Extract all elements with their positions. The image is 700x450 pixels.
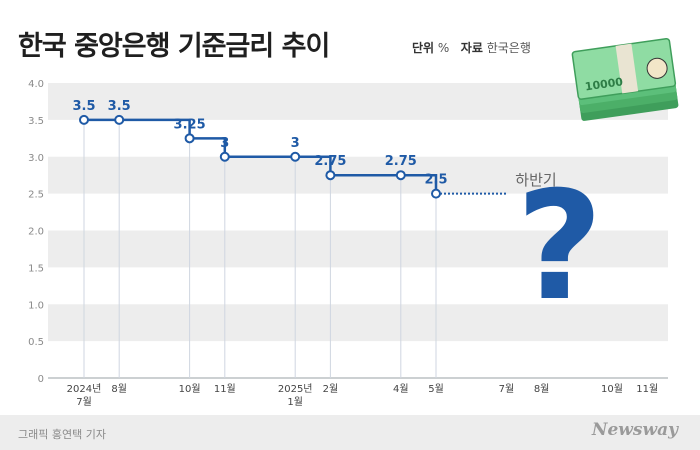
- x-tick-label: 10월: [179, 383, 201, 395]
- y-tick-label: 0: [38, 374, 44, 385]
- data-label: 3: [220, 136, 229, 151]
- x-tick-label: 5월: [428, 383, 444, 395]
- data-label: 3: [291, 136, 300, 151]
- data-label: 2.5: [424, 173, 447, 188]
- forecast-label: 하반기: [515, 171, 556, 189]
- x-tick-label: 11월: [636, 383, 658, 395]
- y-tick-label: 3.5: [28, 116, 44, 127]
- data-label: 3.25: [174, 117, 206, 132]
- x-tick-label: 2025년: [278, 383, 313, 395]
- y-tick-label: 4.0: [28, 79, 44, 90]
- y-tick-label: 1.0: [28, 300, 44, 311]
- grid-band: [48, 304, 668, 342]
- footer-band: [0, 415, 700, 450]
- unit-value: %: [437, 41, 450, 55]
- data-point: [114, 114, 125, 125]
- rate-step-line: [84, 118, 438, 194]
- data-point: [79, 114, 89, 125]
- source-label: 자료: [460, 41, 483, 55]
- y-tick-label: 0.5: [28, 337, 44, 348]
- y-tick-label: 1.5: [28, 263, 44, 274]
- data-point: [431, 188, 441, 199]
- grid-band: [48, 83, 668, 120]
- y-tick-label: 3.0: [28, 153, 44, 164]
- source-value: 한국은행: [486, 41, 531, 55]
- x-tick-label: 4월: [393, 383, 409, 395]
- data-label: 2.75: [314, 154, 346, 169]
- unit-source-note: 단위 % 자료 한국은행: [412, 39, 531, 56]
- x-tick-sublabel: 7월: [76, 396, 92, 408]
- x-tick-label: 10월: [601, 383, 623, 395]
- data-point: [184, 133, 195, 144]
- grid-band: [48, 230, 668, 268]
- data-point: [325, 170, 336, 181]
- x-tick-label: 11월: [214, 383, 236, 395]
- x-tick-label: 8월: [111, 383, 127, 395]
- data-point: [290, 151, 301, 162]
- data-label: 2.75: [385, 154, 417, 169]
- x-tick-sublabel: 1월: [287, 396, 303, 408]
- data-label: 3.5: [72, 99, 95, 114]
- y-tick-label: 2.0: [28, 227, 44, 238]
- data-point: [395, 170, 406, 181]
- x-tick-label: 8월: [534, 383, 550, 395]
- page-title: 한국 중앙은행 기준금리 추이: [18, 31, 330, 62]
- x-tick-label: 2월: [323, 383, 339, 395]
- x-tick-label: 2024년: [67, 383, 102, 395]
- graphic-credit: 그래픽 홍연택 기자: [18, 428, 106, 441]
- unit-label: 단위: [412, 41, 435, 55]
- question-mark-icon: ?: [516, 160, 604, 334]
- brand-logo: Newsway: [591, 420, 678, 440]
- data-label: 3.5: [108, 99, 131, 114]
- data-point: [219, 151, 230, 162]
- y-tick-label: 2.5: [28, 190, 44, 201]
- x-tick-label: 7월: [499, 383, 515, 395]
